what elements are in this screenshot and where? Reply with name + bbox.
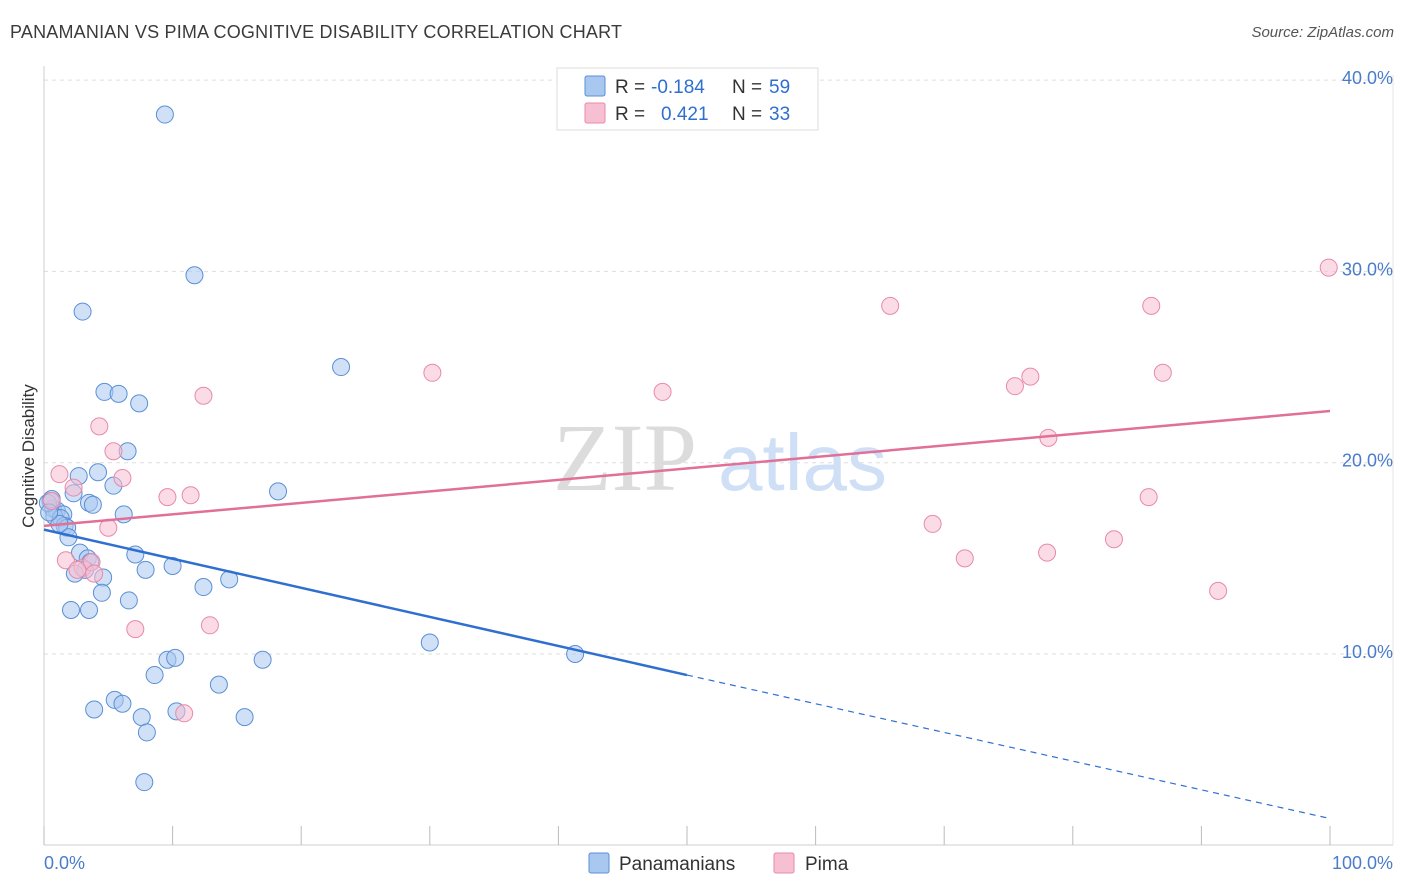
point-pima-14 <box>64 478 83 497</box>
y-tick-label-30: 30.0% <box>1342 259 1393 279</box>
watermark: ZIP atlas <box>553 404 887 511</box>
point-panamanians-8 <box>89 463 108 482</box>
point-pima-12 <box>50 465 69 484</box>
legend-r-label-blue: R = <box>615 77 645 98</box>
point-panamanians-43 <box>166 648 185 667</box>
legend-n-value-blue: 59 <box>769 77 790 98</box>
legend-bottom-label-panamanians: Panamanians <box>619 854 735 875</box>
x-tick-label-max: 100.0% <box>1332 853 1393 873</box>
legend-r-value-pink: 0.421 <box>661 104 709 125</box>
point-pima-32 <box>68 560 87 579</box>
grid-layer <box>44 79 1393 655</box>
point-pima-2 <box>1142 296 1161 315</box>
point-panamanians-35 <box>194 578 213 597</box>
point-panamanians-54 <box>135 773 154 792</box>
point-panamanians-15 <box>83 495 102 514</box>
legend-swatch-blue <box>584 75 606 97</box>
point-panamanians-36 <box>92 583 111 602</box>
point-panamanians-11 <box>269 482 288 501</box>
point-pima-17 <box>1139 488 1158 507</box>
point-pima-3 <box>423 363 442 382</box>
point-panamanians-1 <box>185 266 204 285</box>
trend-line-panamanians <box>43 528 688 677</box>
legend-bottom-swatch-panamanians <box>588 852 610 874</box>
point-panamanians-45 <box>145 666 164 685</box>
point-panamanians-3 <box>332 358 351 377</box>
point-pima-20 <box>923 514 942 533</box>
axes-layer <box>43 66 1394 846</box>
point-panamanians-5 <box>109 384 128 403</box>
x-tick-label-min: 0.0% <box>44 853 85 873</box>
chart-title: PANAMANIAN VS PIMA COGNITIVE DISABILITY … <box>10 22 623 42</box>
point-panamanians-46 <box>209 675 228 694</box>
point-pima-4 <box>1153 363 1172 382</box>
point-pima-22 <box>955 549 974 568</box>
point-pima-23 <box>1038 543 1057 562</box>
point-pima-11 <box>104 442 123 461</box>
point-panamanians-49 <box>85 700 104 719</box>
point-pima-31 <box>175 704 194 723</box>
watermark-zip: ZIP <box>553 404 697 511</box>
point-pima-10 <box>90 417 109 436</box>
point-panamanians-53 <box>137 723 156 742</box>
legend-bottom: Panamanians Pima <box>588 852 849 875</box>
point-pima-1 <box>881 296 900 315</box>
point-pima-24 <box>56 551 75 570</box>
chart-source: Source: ZipAtlas.com <box>1251 24 1394 41</box>
y-tick-label-40: 40.0% <box>1342 68 1393 88</box>
trend-line-pima <box>43 409 1331 528</box>
point-pima-0 <box>1319 258 1338 277</box>
point-panamanians-37 <box>119 591 138 610</box>
point-panamanians-29 <box>136 560 155 579</box>
point-pima-30 <box>200 616 219 635</box>
legend-n-value-pink: 33 <box>769 104 790 125</box>
point-panamanians-40 <box>420 633 439 652</box>
legend-n-label-pink: N = <box>732 104 762 125</box>
point-pima-15 <box>158 488 177 507</box>
point-pima-8 <box>1005 377 1024 396</box>
point-pima-18 <box>42 491 61 510</box>
tick-label-layer: 10.0% 20.0% 30.0% 40.0% 0.0% 100.0% <box>44 68 1393 873</box>
y-axis-label: Cognitive Disability <box>19 384 38 528</box>
y-tick-label-10: 10.0% <box>1342 642 1393 662</box>
point-panamanians-39 <box>80 601 99 620</box>
point-panamanians-51 <box>132 708 151 727</box>
point-pima-13 <box>113 469 132 488</box>
legend-swatch-pink <box>584 102 606 124</box>
point-panamanians-44 <box>253 650 272 669</box>
point-pima-6 <box>194 386 213 405</box>
legend-bottom-swatch-pima <box>773 852 795 874</box>
point-pima-7 <box>653 382 672 401</box>
point-panamanians-6 <box>130 394 149 413</box>
legend-top: R = -0.184 N = 59 R = 0.421 N = 33 <box>556 67 819 131</box>
trend-layer <box>43 409 1331 820</box>
points-layer <box>38 105 1338 792</box>
legend-r-label-pink: R = <box>615 104 645 125</box>
point-pima-21 <box>1104 530 1123 549</box>
legend-bottom-label-pima: Pima <box>805 854 849 875</box>
point-pima-29 <box>126 620 145 639</box>
point-panamanians-52 <box>235 708 254 727</box>
y-tick-label-20: 20.0% <box>1342 451 1393 471</box>
point-pima-5 <box>1021 367 1040 386</box>
point-panamanians-0 <box>155 105 174 124</box>
trend-line-extension-panamanians <box>686 674 1331 820</box>
point-panamanians-38 <box>62 601 81 620</box>
point-pima-27 <box>85 564 104 583</box>
point-panamanians-48 <box>113 694 132 713</box>
legend-n-label-blue: N = <box>732 77 762 98</box>
legend-r-value-blue: -0.184 <box>651 77 705 98</box>
point-pima-16 <box>181 486 200 505</box>
point-panamanians-2 <box>73 302 92 321</box>
point-pima-28 <box>1209 581 1228 600</box>
